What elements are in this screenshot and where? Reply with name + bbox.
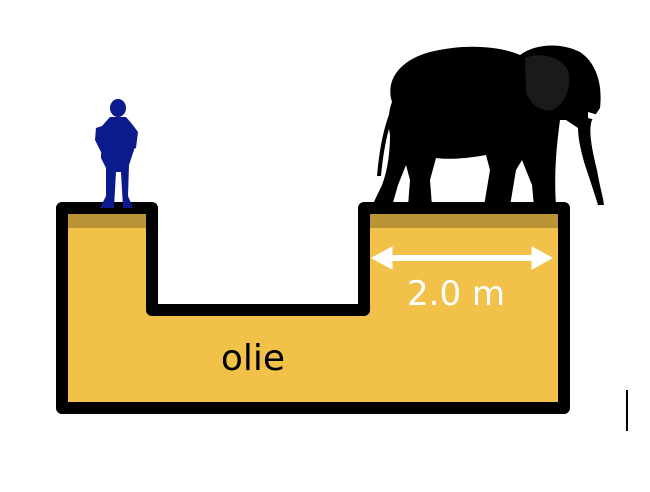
person-silhouette-icon [95, 99, 138, 208]
width-double-arrow-icon [370, 246, 554, 270]
fluid-label: olie [221, 338, 285, 379]
width-label: 2.0 m [407, 274, 505, 314]
container-walls [56, 202, 570, 414]
elephant-silhouette-icon [372, 45, 606, 206]
